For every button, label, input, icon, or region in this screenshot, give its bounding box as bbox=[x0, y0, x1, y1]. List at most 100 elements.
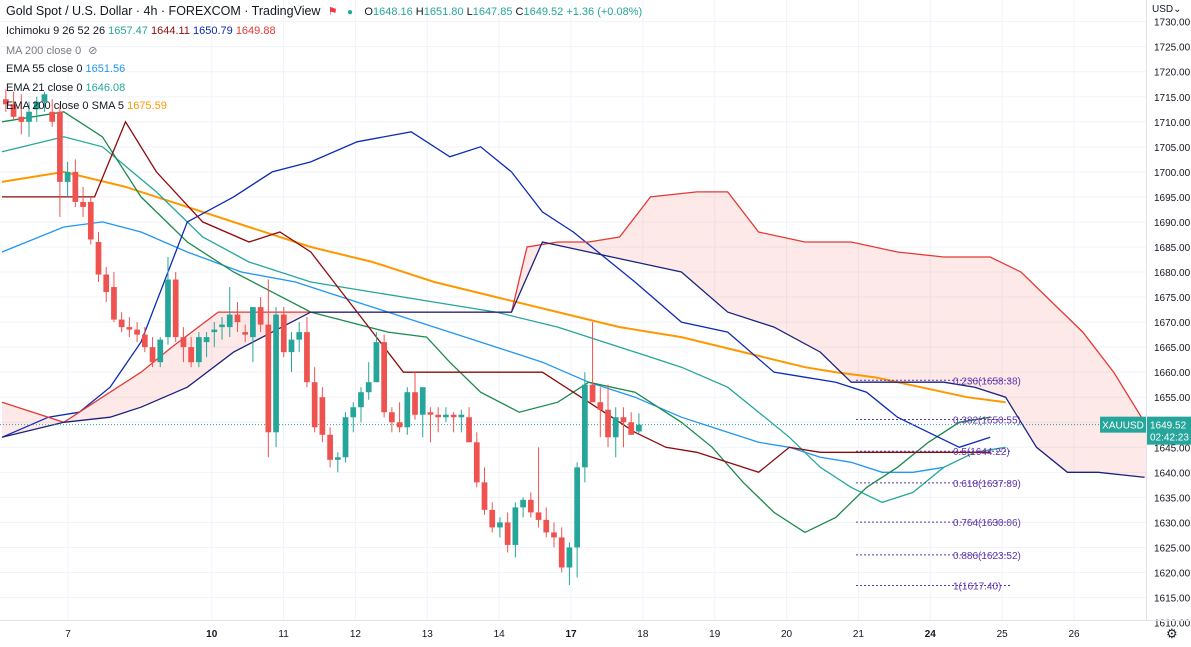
candle-body bbox=[288, 339, 295, 353]
candle-body bbox=[612, 417, 619, 438]
ema55-legend[interactable]: EMA 55 close 0 1651.56 bbox=[6, 63, 125, 75]
last-price-text: 1649.52 bbox=[1150, 421, 1187, 432]
ichimoku-legend[interactable]: Ichimoku 9 26 52 26 1657.47 1644.11 1650… bbox=[6, 25, 276, 37]
symbol-title[interactable]: Gold Spot / U.S. Dollar · 4h · FOREXCOM … bbox=[6, 4, 321, 18]
candle bbox=[334, 452, 341, 473]
candle-body bbox=[327, 434, 333, 460]
ema55-value: 1651.56 bbox=[85, 63, 126, 75]
ma200-label: MA 200 close 0 bbox=[6, 45, 82, 57]
candle bbox=[111, 272, 117, 323]
price-tick-label: 1620.00 bbox=[1154, 568, 1191, 579]
low-value: 1647.85 bbox=[472, 6, 513, 18]
candle bbox=[605, 384, 611, 448]
candle bbox=[304, 317, 310, 388]
series-span_a bbox=[1, 191, 1146, 424]
fib-level-label: 1(1617.40) bbox=[953, 582, 1001, 593]
candle bbox=[527, 492, 534, 518]
candle bbox=[234, 302, 241, 333]
candle-body bbox=[605, 409, 611, 438]
fib-level-label: 0.5(1644.22) bbox=[953, 447, 1010, 458]
price-tick-label: 1645.00 bbox=[1154, 443, 1191, 454]
candle-body bbox=[628, 422, 635, 435]
price-tick-label: 1715.00 bbox=[1154, 93, 1191, 104]
price-tick-label: 1640.00 bbox=[1154, 468, 1191, 479]
candle bbox=[134, 322, 140, 343]
fib-level-label: 0.764(1630.06) bbox=[953, 518, 1021, 529]
candle bbox=[296, 322, 303, 353]
candle bbox=[80, 186, 86, 217]
time-tick-label: 11 bbox=[278, 629, 289, 640]
plot-area: 0.236(1658.38) 0.382(1650.55) 0.5(1644.22)… bbox=[0, 0, 1146, 620]
candle-body bbox=[358, 392, 364, 408]
candle bbox=[10, 91, 17, 120]
candle bbox=[443, 407, 449, 423]
time-tick-label: 17 bbox=[565, 629, 577, 640]
time-tick-label: 20 bbox=[781, 629, 793, 640]
gear-icon[interactable]: ⚙ bbox=[1166, 626, 1178, 641]
candle bbox=[373, 332, 380, 383]
candle-body bbox=[489, 509, 496, 528]
candle bbox=[582, 372, 588, 483]
candle-body bbox=[103, 274, 110, 293]
price-tick-label: 1725.00 bbox=[1154, 43, 1191, 54]
candle-body bbox=[165, 279, 171, 338]
candle-body bbox=[566, 547, 573, 568]
hidden-eye-icon[interactable]: ⊘ bbox=[88, 45, 98, 57]
candle bbox=[404, 387, 411, 435]
chart-header: Gold Spot / U.S. Dollar · 4h · FOREXCOM … bbox=[6, 2, 642, 22]
ema200-legend[interactable]: EMA 200 close 0 SMA 5 1675.59 bbox=[6, 100, 167, 112]
candle bbox=[628, 412, 635, 435]
candle bbox=[188, 337, 194, 368]
candle-body bbox=[381, 342, 387, 413]
candle-body bbox=[558, 537, 565, 568]
candle-body bbox=[342, 417, 349, 458]
candle bbox=[327, 427, 333, 468]
candle bbox=[33, 96, 40, 122]
candle bbox=[257, 297, 264, 333]
candle-body bbox=[33, 101, 40, 110]
candle-body bbox=[419, 387, 426, 415]
candle-body bbox=[41, 94, 48, 102]
candle bbox=[41, 91, 48, 112]
candle-body bbox=[72, 171, 79, 202]
candle-body bbox=[118, 319, 125, 328]
ema21-label: EMA 21 close 0 bbox=[6, 82, 83, 94]
candle-body bbox=[226, 314, 233, 328]
candle bbox=[636, 413, 642, 434]
series-span_b bbox=[1, 241, 1145, 478]
candle-body bbox=[512, 507, 519, 545]
time-tick-label: 14 bbox=[494, 629, 506, 640]
candle bbox=[396, 402, 403, 433]
candle-body bbox=[334, 457, 341, 460]
ma200-legend[interactable]: MA 200 close 0 ⊘ bbox=[6, 44, 98, 57]
candle bbox=[3, 89, 9, 112]
candle bbox=[49, 99, 56, 127]
candle bbox=[87, 196, 94, 245]
candle bbox=[558, 527, 565, 573]
candle-body bbox=[311, 382, 318, 428]
candle bbox=[196, 332, 202, 368]
series-ema200 bbox=[1, 170, 1006, 404]
candle-body bbox=[157, 339, 164, 363]
currency-selector[interactable]: USD⌄ bbox=[1152, 4, 1182, 15]
ema21-legend[interactable]: EMA 21 close 0 1646.08 bbox=[6, 82, 125, 94]
price-tick-label: 1710.00 bbox=[1154, 118, 1191, 129]
candle-body bbox=[250, 307, 256, 338]
candle-body bbox=[134, 329, 140, 335]
candle-body bbox=[57, 111, 63, 182]
price-tick-label: 1665.00 bbox=[1154, 343, 1191, 354]
candle-body bbox=[126, 327, 133, 330]
candle-body bbox=[504, 522, 511, 545]
ema55-label: EMA 55 close 0 bbox=[6, 63, 83, 75]
time-tick-label: 10 bbox=[206, 629, 218, 640]
flag-icon[interactable]: ⚑ bbox=[327, 6, 338, 18]
candle bbox=[242, 324, 249, 343]
ichimoku-label: Ichimoku 9 26 52 26 bbox=[6, 25, 106, 37]
series-tenkan bbox=[1, 131, 991, 448]
candle-body bbox=[396, 422, 403, 428]
candle bbox=[381, 334, 387, 418]
candle bbox=[26, 101, 32, 137]
kumo-cloud-bearish bbox=[550, 191, 1146, 478]
candle-body bbox=[87, 201, 94, 240]
